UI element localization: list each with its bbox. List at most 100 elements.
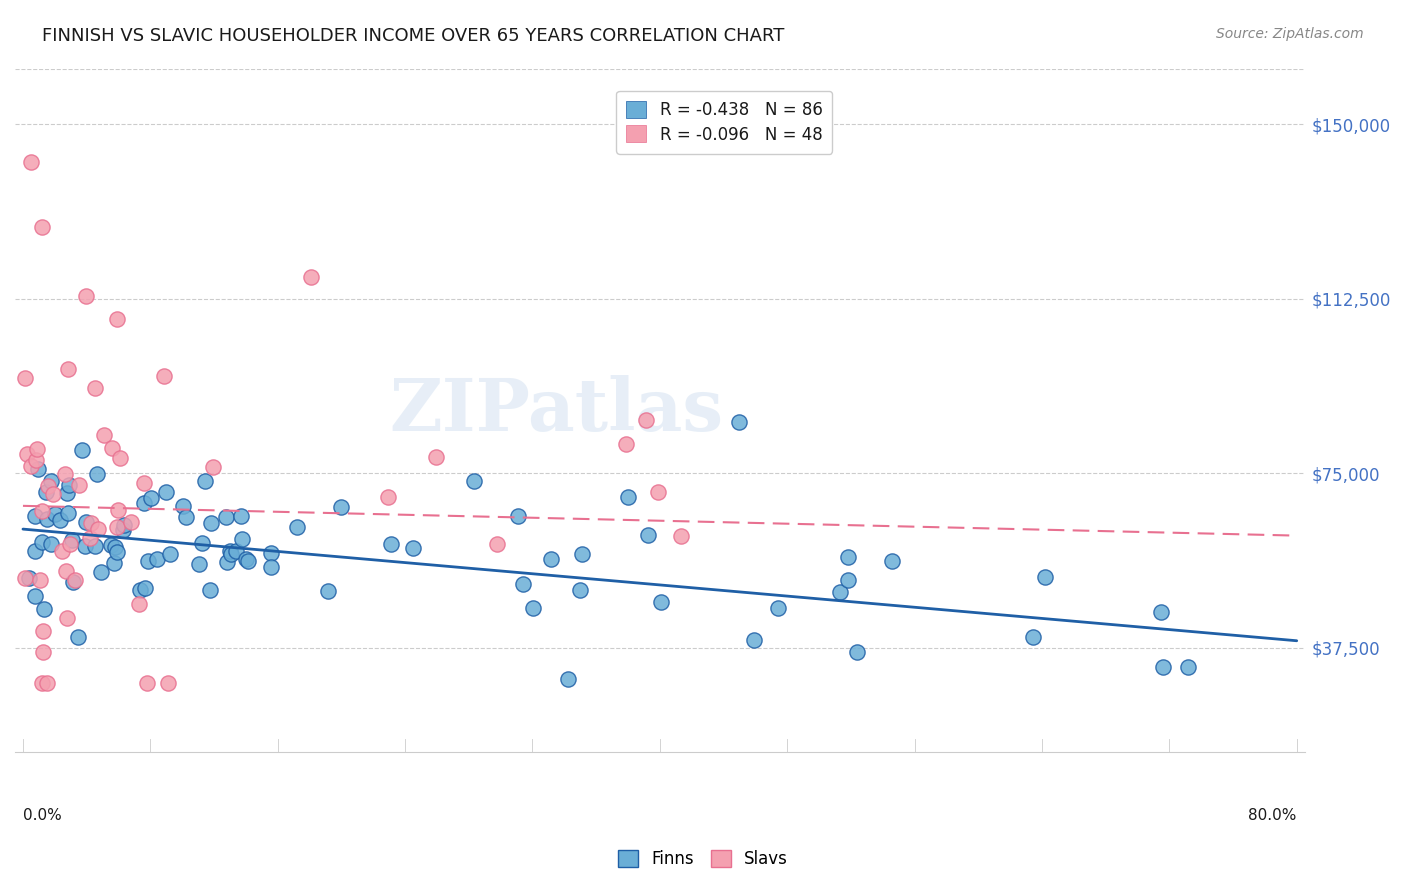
Point (20, 154, 42, 169)
Point (129, 583, 152, 598)
Point (637, 528, 659, 542)
Point (330, 500, 353, 514)
Point (104, 541, 127, 555)
Point (191, 535, 214, 549)
Text: 0.0%: 0.0% (22, 808, 62, 823)
Point (24, 453, 46, 467)
Point (1150, 605, 1173, 619)
Point (202, 460, 225, 475)
Point (44, 508, 66, 522)
Point (120, 515, 142, 529)
Point (569, 583, 592, 598)
Point (90, 565, 112, 579)
Point (159, 547, 181, 561)
Point (80, 516, 103, 530)
Point (84, 540, 107, 554)
Point (1022, 630, 1045, 644)
Point (614, 437, 637, 451)
Point (557, 672, 579, 686)
Point (58, 537, 80, 551)
Point (136, 553, 159, 567)
Point (174, 509, 197, 524)
Point (134, 581, 156, 595)
Point (39, 536, 62, 550)
Point (153, 369, 176, 384)
Point (187, 558, 209, 572)
Point (200, 582, 222, 597)
Point (235, 552, 257, 566)
Point (75, 515, 97, 529)
Point (24, 589, 46, 603)
Point (42, 487, 65, 501)
Point (35, 512, 58, 526)
Point (84, 381, 107, 395)
Point (221, 547, 243, 561)
Point (37, 479, 59, 493)
Point (20, 459, 42, 474)
Point (512, 577, 534, 591)
Point (87, 523, 110, 537)
Point (105, 520, 128, 534)
Point (485, 536, 508, 550)
Point (219, 544, 242, 558)
Point (146, 552, 169, 566)
Point (79, 531, 101, 545)
Point (76, 288, 98, 302)
Point (58, 362, 80, 376)
Point (155, 485, 177, 500)
Point (55, 564, 77, 578)
Point (1177, 659, 1199, 673)
Point (172, 500, 194, 514)
Point (236, 554, 259, 568)
Point (25, 442, 48, 456)
Point (27, 462, 49, 476)
Point (380, 536, 402, 550)
Point (111, 523, 134, 537)
Point (766, 601, 789, 615)
Point (51, 544, 73, 558)
Point (62, 574, 84, 589)
Point (35, 675, 58, 690)
Point (73, 540, 96, 554)
Point (39, 475, 62, 489)
Point (32, 601, 55, 615)
Point (100, 538, 122, 552)
Point (100, 442, 122, 456)
Point (229, 509, 252, 524)
Legend: Finns, Slavs: Finns, Slavs (612, 843, 794, 875)
Point (56, 485, 79, 500)
Point (650, 595, 672, 609)
Point (56, 611, 79, 625)
Point (571, 548, 593, 562)
Text: 80.0%: 80.0% (1249, 808, 1296, 823)
Point (53, 467, 76, 481)
Point (107, 503, 129, 517)
Point (32, 624, 55, 638)
Point (132, 476, 155, 491)
Point (846, 645, 869, 659)
Point (58, 477, 80, 491)
Point (157, 675, 180, 690)
Point (110, 450, 132, 465)
Point (105, 545, 128, 559)
Point (72, 442, 94, 457)
Point (540, 552, 562, 566)
Point (880, 554, 903, 568)
Text: Source: ZipAtlas.com: Source: ZipAtlas.com (1216, 27, 1364, 41)
Point (425, 450, 447, 464)
Point (837, 550, 859, 565)
Point (65, 573, 87, 587)
Point (86, 467, 108, 481)
Point (56, 506, 79, 520)
Point (1152, 659, 1174, 673)
Point (128, 598, 150, 612)
Point (194, 474, 217, 488)
Point (31, 675, 53, 690)
Legend: R = -0.438   N = 86, R = -0.096   N = 48: R = -0.438 N = 86, R = -0.096 N = 48 (616, 90, 832, 153)
Point (24, 508, 46, 523)
Point (260, 560, 283, 574)
Point (31, 504, 53, 518)
Point (35, 485, 58, 500)
Point (31, 535, 53, 549)
Point (32, 644, 55, 658)
